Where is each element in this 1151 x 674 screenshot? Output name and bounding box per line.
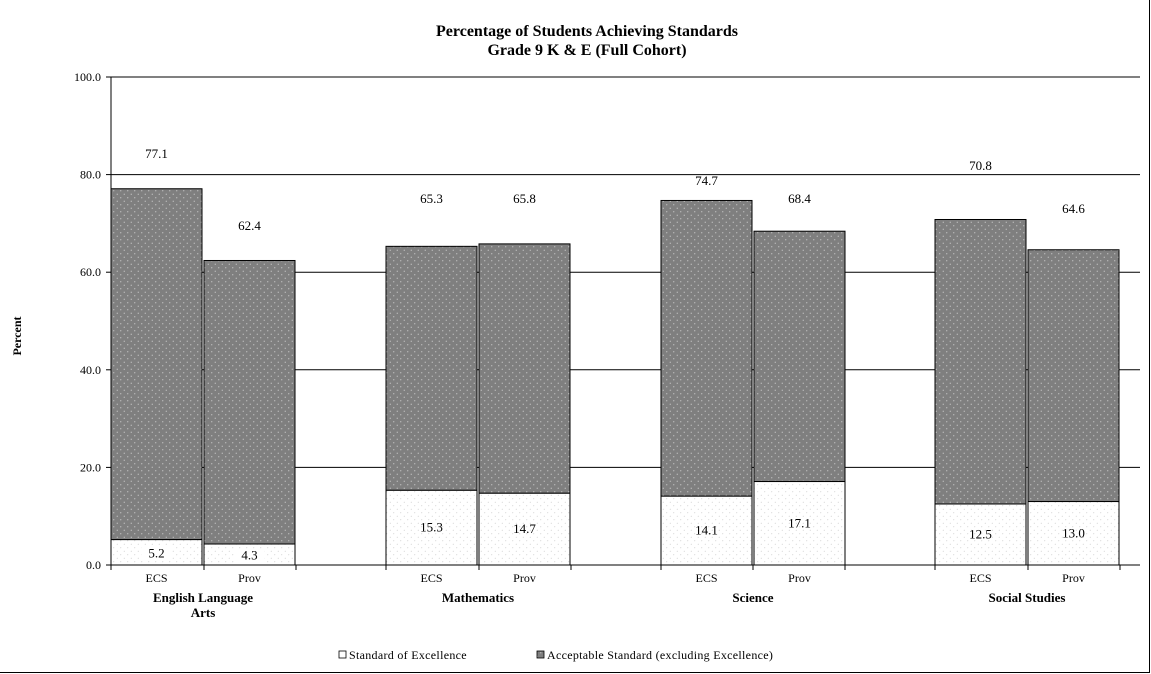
x-tick-label: ECS — [420, 571, 442, 585]
data-label-total: 65.8 — [513, 191, 536, 206]
data-label-total: 68.4 — [788, 191, 811, 206]
data-label-backing — [141, 546, 172, 561]
x-tick-label: Prov — [788, 571, 811, 585]
x-tick-label: Prov — [513, 571, 536, 585]
x-group-label: Mathematics — [442, 590, 514, 605]
x-tick-label: Prov — [1062, 571, 1085, 585]
x-group-label: Science — [732, 590, 773, 605]
bars — [110, 188, 1120, 566]
x-group-label: Social Studies — [989, 590, 1066, 605]
x-tick-label: Prov — [238, 571, 261, 585]
data-label-excellence: 12.5 — [969, 527, 992, 542]
bar-excellence — [478, 492, 571, 566]
data-label-excellence: 15.3 — [420, 520, 443, 535]
bar-acceptable — [385, 245, 478, 491]
x-tick-label: ECS — [145, 571, 167, 585]
bar-acceptable — [1027, 249, 1120, 503]
x-tick-label: ECS — [969, 571, 991, 585]
y-tick-label: 40.0 — [80, 363, 101, 377]
x-group-label: Arts — [191, 605, 216, 620]
chart-subtitle: Grade 9 K & E (Full Cohort) — [487, 42, 686, 59]
y-tick-label: 100.0 — [74, 70, 101, 84]
data-label-total: 70.8 — [969, 158, 992, 173]
data-label-total: 65.3 — [420, 191, 443, 206]
bar-acceptable — [660, 199, 753, 497]
bar-excellence — [385, 489, 478, 566]
legend-swatch-acceptable — [536, 650, 545, 659]
bar-acceptable — [753, 230, 846, 483]
chart-title: Percentage of Students Achieving Standar… — [436, 23, 738, 40]
data-label-excellence: 4.3 — [241, 548, 257, 563]
data-label-backing — [234, 548, 265, 563]
data-label-total: 74.7 — [695, 173, 718, 188]
data-label-backing — [962, 159, 999, 173]
y-tick-label: 60.0 — [80, 265, 101, 279]
bar-acceptable — [934, 218, 1027, 505]
x-tick-label: ECS — [695, 571, 717, 585]
data-labels: 5.2 77.1 ECS 4.3 62.4 Prov English LanguageArt… — [141, 146, 1085, 620]
bar-acceptable — [203, 259, 296, 545]
data-label-excellence: 14.1 — [695, 523, 718, 538]
legend-swatch-excellence — [338, 650, 347, 659]
legend-label-excellence: Standard of Excellence — [349, 648, 467, 662]
data-label-total: 62.4 — [238, 218, 261, 233]
y-tick-label: 20.0 — [80, 460, 101, 474]
bar-excellence — [660, 495, 753, 566]
legend-label-acceptable: Acceptable Standard (excluding Excellenc… — [547, 648, 773, 662]
data-label-total: 77.1 — [145, 146, 168, 161]
bar-excellence — [934, 503, 1027, 566]
data-label-excellence: 17.1 — [788, 515, 811, 530]
y-tick-label: 0.0 — [86, 558, 101, 572]
bar-acceptable — [478, 243, 571, 494]
axes: 0.0 20.0 40.0 60.0 80.0 100.0 — [74, 70, 1140, 572]
data-label-total: 64.6 — [1062, 201, 1085, 216]
data-label-excellence: 5.2 — [148, 545, 164, 560]
y-tick-label: 80.0 — [80, 168, 101, 182]
data-label-excellence: 13.0 — [1062, 525, 1085, 540]
y-axis-label: Percent — [10, 316, 24, 355]
x-group-label: English Language — [153, 590, 253, 605]
data-label-excellence: 14.7 — [513, 521, 536, 536]
legend: Standard of Excellence Acceptable Standa… — [338, 648, 773, 662]
bar-acceptable — [110, 188, 203, 541]
